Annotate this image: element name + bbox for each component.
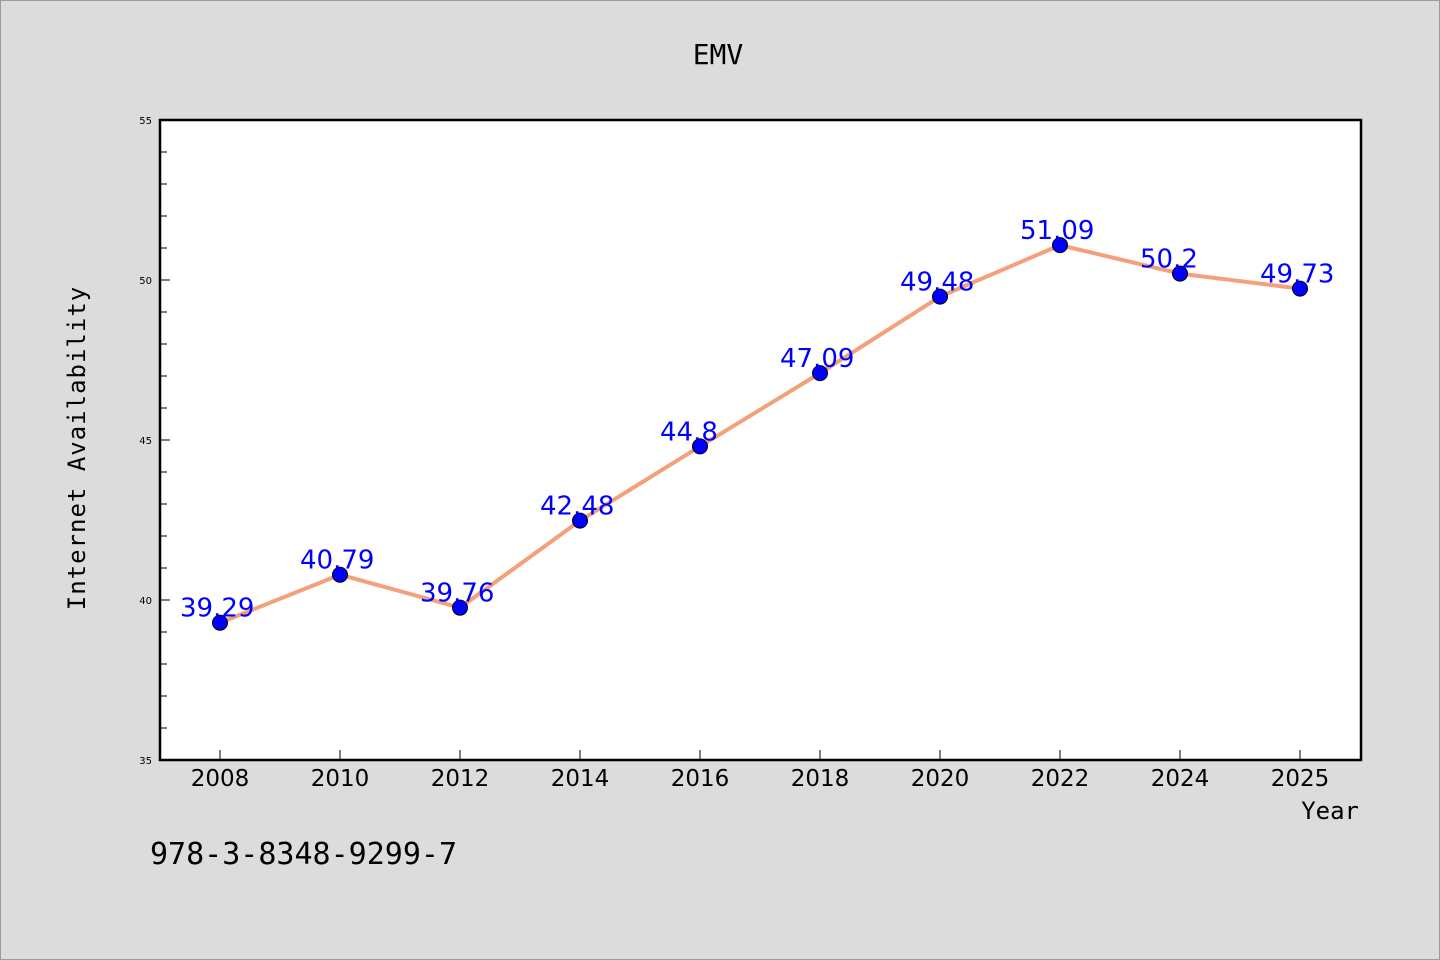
y-tick-label: 55 (139, 116, 152, 127)
series-line (219, 243, 1301, 625)
data-point (692, 438, 708, 455)
y-tick-label: 45 (139, 436, 152, 447)
plot-area (158, 118, 1363, 762)
data-point (932, 288, 948, 305)
series-markers (212, 237, 1308, 631)
x-axis: 2008 2010 2012 2014 2016 2018 2020 2022 2024 2025 (191, 750, 1330, 792)
x-tick-label: 2025 (1271, 766, 1330, 792)
data-label: 40.79 (300, 546, 374, 576)
y-tick-label: 35 (139, 756, 152, 767)
data-label: 42.48 (540, 492, 614, 522)
data-point (572, 512, 588, 529)
data-labels: 39.29 40.79 39.76 42.48 44.8 47.09 49.48 51.09 5… (180, 216, 1334, 624)
data-label: 50.2 (1140, 245, 1198, 275)
data-point (812, 365, 828, 382)
x-tick-label: 2014 (551, 766, 610, 792)
data-label: 49.73 (1260, 260, 1334, 290)
x-tick-label: 2020 (911, 766, 970, 792)
y-tick-label: 40 (139, 596, 152, 607)
chart-title: EMV (693, 38, 744, 71)
y-axis: 35 40 45 50 55 (139, 116, 170, 767)
x-tick-label: 2012 (431, 766, 490, 792)
x-axis-label: Year (1301, 797, 1359, 825)
data-label: 39.29 (180, 594, 254, 624)
isbn-text: 978-3-8348-9299-7 (150, 837, 457, 872)
x-tick-label: 2024 (1151, 766, 1210, 792)
data-label: 44.8 (660, 417, 718, 447)
x-tick-label: 2010 (311, 766, 370, 792)
x-tick-label: 2016 (671, 766, 730, 792)
data-point (1172, 265, 1188, 282)
data-label: 47.09 (780, 344, 854, 374)
data-point (332, 566, 348, 583)
y-axis-label: Internet Availability (63, 286, 91, 610)
x-tick-label: 2008 (191, 766, 250, 792)
data-point (212, 614, 228, 631)
data-point (1292, 280, 1308, 297)
y-tick-label: 50 (139, 276, 152, 287)
data-label: 49.48 (900, 268, 974, 298)
data-label: 51.09 (1020, 216, 1094, 246)
data-point (452, 599, 468, 616)
x-tick-label: 2022 (1031, 766, 1090, 792)
data-point (1052, 237, 1068, 254)
data-label: 39.76 (420, 579, 494, 609)
x-tick-label: 2018 (791, 766, 850, 792)
